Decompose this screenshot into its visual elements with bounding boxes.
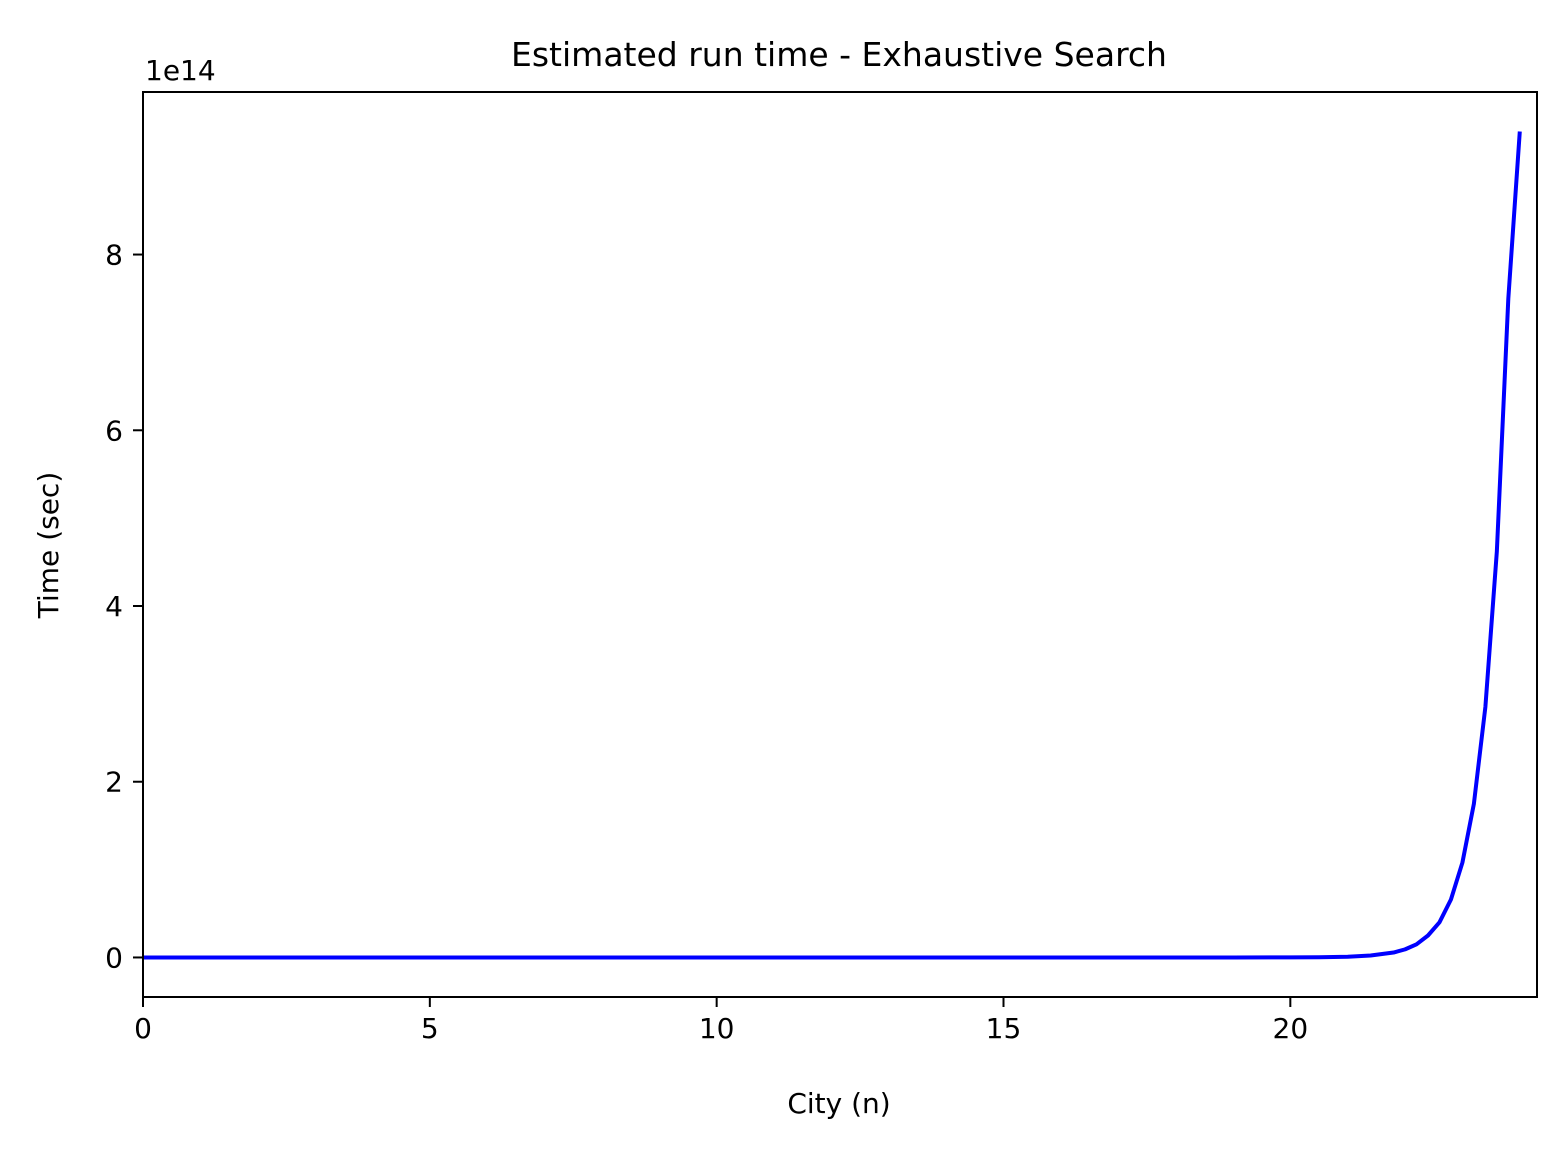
x-tick-label: 0 [134,1012,152,1045]
y-tick-label: 2 [105,766,123,799]
x-tick-label: 10 [699,1012,735,1045]
axes-frame [142,91,1538,998]
y-tick-label: 6 [105,414,123,447]
y-axis-ticks: 0 2 4 6 8 [105,239,143,974]
series-line [143,131,1522,960]
y-tick-label: 4 [105,590,123,623]
series-layer [143,131,1522,960]
x-tick-label: 20 [1273,1012,1309,1045]
x-axis-label: City (n) [787,1087,890,1120]
plot-area [142,91,1538,998]
chart-title: Estimated run time - Exhaustive Search [511,35,1167,74]
y-tick-label: 8 [105,239,123,272]
y-axis-label: Time (sec) [32,472,65,619]
x-tick-label: 5 [421,1012,439,1045]
y-axis-offset-label: 1e14 [145,54,216,87]
x-axis-ticks: 0 5 10 15 20 [134,997,1308,1045]
x-tick-label: 15 [986,1012,1022,1045]
y-tick-label: 0 [105,941,123,974]
